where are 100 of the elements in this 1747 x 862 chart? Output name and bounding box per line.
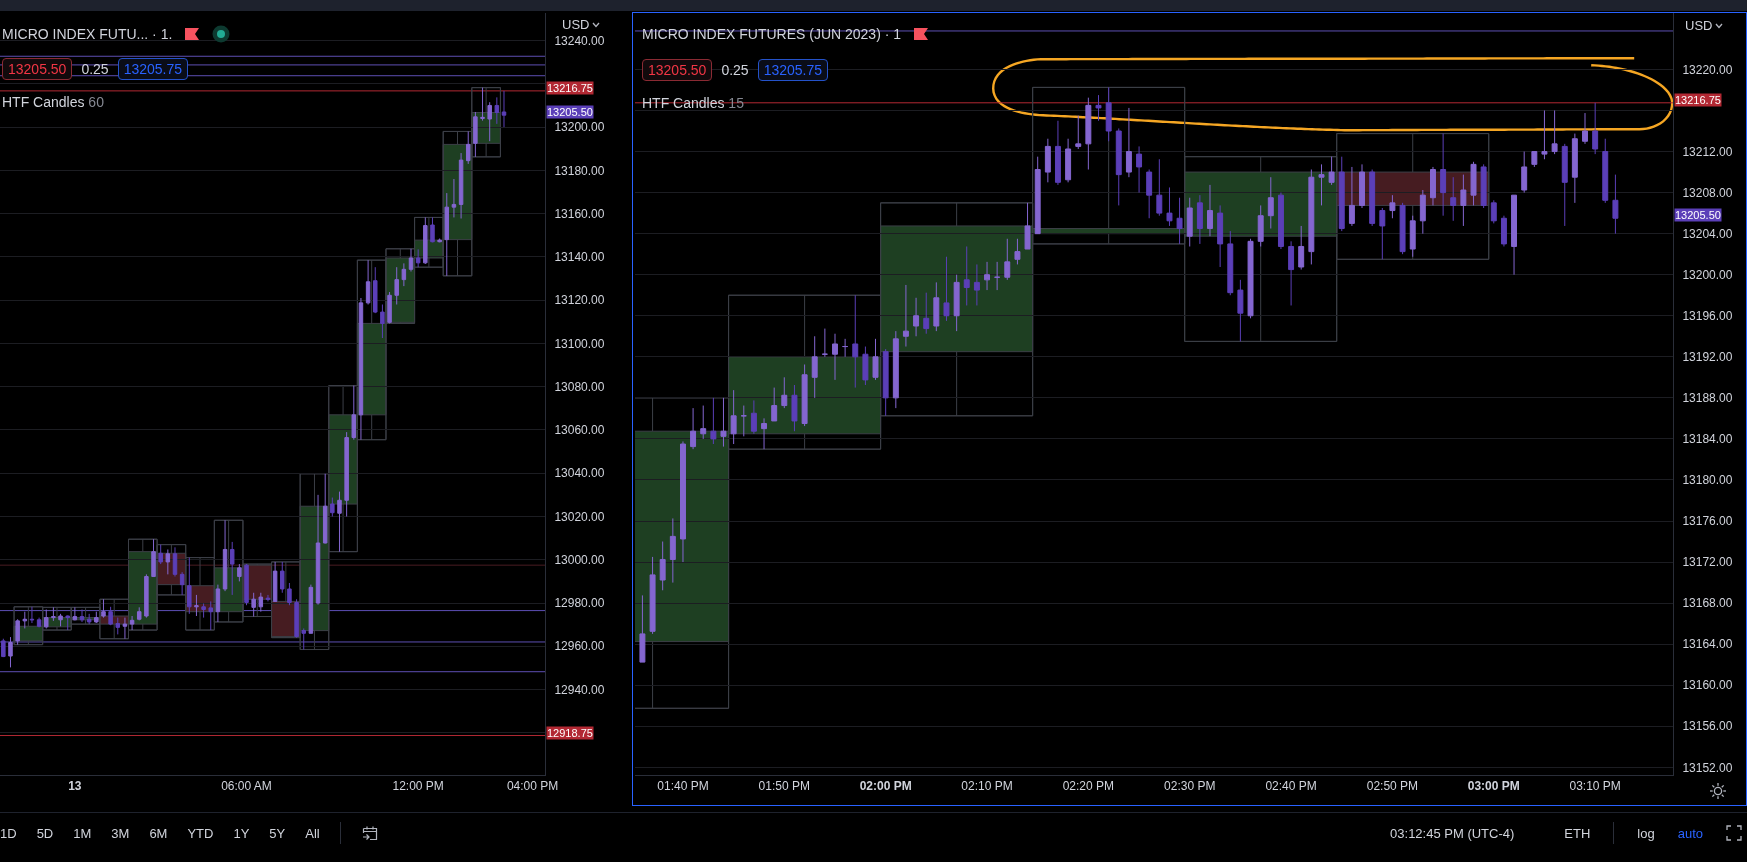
candlestick <box>1095 94 1102 122</box>
text: 13205.50 <box>547 106 593 118</box>
y-tick-label: 13200.00 <box>1682 267 1733 282</box>
y-tick-label: 13164.00 <box>1682 637 1733 652</box>
candlestick <box>444 192 450 277</box>
candlestick <box>194 594 199 617</box>
candlestick <box>1237 279 1244 342</box>
candlestick <box>811 335 818 399</box>
candlestick <box>1359 163 1365 209</box>
candlestick <box>437 238 442 243</box>
candlestick <box>208 600 213 631</box>
x-tick-label: 02:20 PM <box>1062 779 1115 794</box>
candlestick <box>1460 174 1467 227</box>
candlestick <box>1014 238 1021 265</box>
text: 6M <box>149 825 168 841</box>
candlestick <box>501 90 507 128</box>
candlestick <box>294 598 299 639</box>
candlestick <box>387 291 392 324</box>
candlestick <box>79 609 85 623</box>
annotation: 13205.75 <box>117 58 189 80</box>
x-tick-label: 02:10 PM <box>961 779 1013 794</box>
candlestick <box>690 407 697 450</box>
candlestick <box>1156 158 1163 217</box>
y-tick-label: 13180.00 <box>1682 473 1733 488</box>
candlestick <box>1085 97 1092 171</box>
ref-line-label: 12918.75 <box>547 727 593 739</box>
candlestick <box>29 606 35 624</box>
candlestick <box>151 538 156 578</box>
candlestick <box>1308 169 1315 265</box>
x-tick-label: 01:50 PM <box>758 779 810 794</box>
y-tick-label: 13160.00 <box>554 206 605 221</box>
candlestick <box>22 611 28 629</box>
candlestick <box>1511 194 1518 276</box>
candlestick <box>730 389 737 445</box>
text: YTD <box>187 825 214 841</box>
text: 1Y <box>233 825 250 841</box>
candlestick <box>984 261 991 291</box>
candlestick <box>1440 133 1447 217</box>
candlestick <box>953 274 960 332</box>
y-tick-label: 13200.00 <box>554 120 605 135</box>
text: USD <box>562 17 590 33</box>
candlestick <box>373 266 378 314</box>
candlestick <box>201 603 206 619</box>
annotation: 13205.50 <box>2 58 73 80</box>
candlestick <box>72 606 78 621</box>
candlestick <box>720 397 727 448</box>
x-tick-label: 03:10 PM <box>1569 779 1621 794</box>
candlestick <box>380 304 385 339</box>
candlestick <box>237 563 242 582</box>
annotation: HTF Candles <box>2 94 85 110</box>
candlestick <box>1318 163 1325 206</box>
text: 03:12:45 PM (UTC-4) <box>1390 825 1515 841</box>
candlestick <box>344 431 349 517</box>
candlestick <box>1277 192 1284 250</box>
text: auto <box>1677 825 1703 841</box>
candlestick <box>882 348 889 417</box>
candlestick <box>408 248 414 273</box>
text: MICRO INDEX FUTURES (JUN 2023) · 1 <box>642 26 902 42</box>
candlestick <box>301 627 306 651</box>
candlestick <box>358 297 364 441</box>
y-tick-label: 13188.00 <box>1682 391 1733 406</box>
y-tick-label: 13204.00 <box>1682 226 1733 241</box>
candlestick <box>415 248 421 268</box>
candlestick <box>1004 238 1011 281</box>
y-tick-label: 13196.00 <box>1682 308 1733 323</box>
candlestick <box>494 96 500 125</box>
x-tick-label: 02:40 PM <box>1265 779 1317 794</box>
candlestick <box>923 292 930 335</box>
candlestick <box>1136 145 1143 194</box>
candlestick <box>215 584 221 623</box>
text: log <box>1637 825 1655 841</box>
candlestick <box>649 556 656 635</box>
candlestick <box>108 606 113 626</box>
candlestick <box>287 582 292 606</box>
candlestick <box>1146 169 1153 219</box>
candlestick <box>244 563 249 606</box>
candlestick <box>15 618 20 646</box>
candlestick <box>740 405 747 437</box>
candlestick <box>963 245 970 306</box>
candlestick <box>337 491 342 553</box>
candlestick <box>1267 176 1274 230</box>
y-tick-label: 13240.00 <box>554 33 605 48</box>
candlestick <box>1166 186 1173 227</box>
y-tick-label: 13176.00 <box>1682 514 1733 529</box>
candlestick <box>58 613 63 627</box>
x-tick-label: 12:00 PM <box>392 779 444 794</box>
candlestick <box>401 262 407 287</box>
candlestick <box>669 517 676 584</box>
candlestick <box>365 259 371 305</box>
candlestick <box>129 615 135 631</box>
y-tick-label: 13192.00 <box>1682 350 1733 364</box>
candlestick <box>1521 151 1528 194</box>
candlestick <box>1186 197 1193 247</box>
candlestick <box>1389 194 1396 219</box>
annotation: 13205.75 <box>757 59 829 81</box>
candlestick <box>659 541 666 591</box>
candlestick <box>351 385 357 441</box>
candlestick <box>36 617 42 628</box>
candlestick <box>842 338 849 358</box>
candlestick <box>1227 230 1234 296</box>
